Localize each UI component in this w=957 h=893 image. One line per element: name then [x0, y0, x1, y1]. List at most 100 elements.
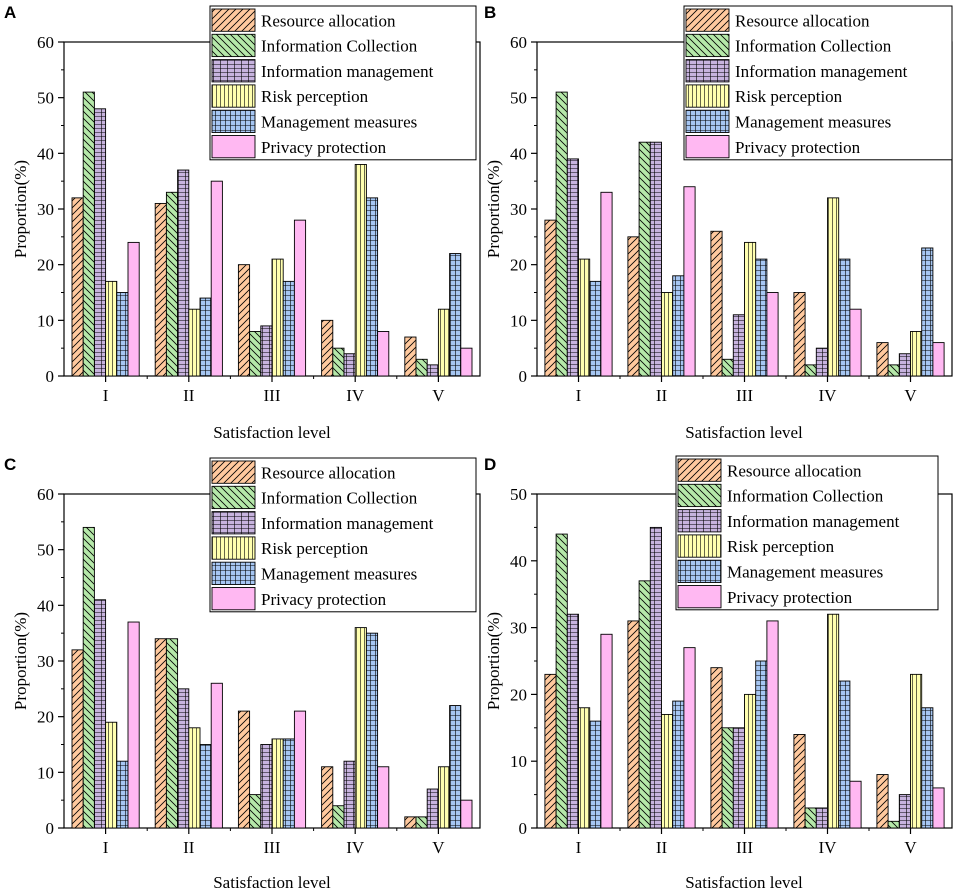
bar-information-collection-IV — [332, 805, 345, 829]
legend-label: Information management — [727, 512, 900, 531]
y-tick-label: 50 — [37, 89, 54, 108]
bar-management-measures-V — [449, 705, 462, 829]
bar-management-measures-V — [921, 247, 934, 377]
legend-label: Information management — [261, 62, 434, 81]
y-tick-label: 0 — [46, 819, 55, 838]
bar-management-measures-I — [116, 292, 129, 377]
legend-swatch-management-measures — [211, 109, 256, 133]
legend-swatch-risk-perception — [677, 534, 722, 558]
bar-privacy-protection-IV — [377, 331, 390, 377]
bar-information-collection-III — [721, 727, 734, 829]
bar-management-measures-I — [589, 280, 602, 377]
legend-swatch-risk-perception — [685, 84, 730, 108]
bar-risk-perception-IV — [354, 164, 367, 377]
legend-swatch-information-management — [685, 59, 730, 83]
bar-management-measures-III — [282, 280, 295, 377]
bar-management-measures-II — [199, 744, 212, 829]
bar-risk-perception-IV — [827, 613, 840, 829]
bar-information-management-V — [898, 794, 911, 829]
bar-privacy-protection-V — [932, 787, 945, 829]
legend-swatch-information-collection — [211, 33, 256, 58]
legend-swatch-resource-allocation — [211, 460, 256, 484]
bar-information-management-III — [732, 727, 745, 829]
x-tick-label: I — [103, 838, 109, 857]
bar-management-measures-I — [116, 760, 129, 829]
bar-risk-perception-II — [188, 727, 201, 829]
bar-information-management-V — [426, 364, 439, 377]
bar-risk-perception-V — [437, 766, 451, 829]
bar-information-collection-V — [887, 820, 900, 829]
legend-swatch-information-management — [211, 59, 256, 83]
y-tick-label: 30 — [510, 200, 527, 219]
bar-privacy-protection-II — [210, 180, 223, 377]
bar-risk-perception-II — [661, 713, 674, 829]
bar-resource-allocation-IV — [321, 319, 334, 377]
legend-label: Management measures — [261, 565, 417, 584]
legend-label: Management measures — [727, 563, 883, 582]
bar-resource-allocation-V — [404, 336, 417, 377]
y-tick-label: 60 — [37, 485, 54, 504]
bar-privacy-protection-I — [127, 621, 140, 829]
x-tick-label: IV — [819, 386, 838, 405]
bar-information-collection-III — [721, 358, 734, 377]
bar-information-collection-IV — [332, 347, 345, 377]
bar-information-management-I — [566, 613, 579, 829]
bar-information-management-II — [649, 141, 662, 377]
bar-information-management-II — [177, 169, 190, 377]
panel-label: B — [484, 3, 496, 22]
y-tick-label: 10 — [37, 763, 54, 782]
panel-d: D Proportion(%) Satisfaction level 0 10 20… — [484, 455, 953, 892]
legend-swatch-management-measures — [685, 109, 730, 133]
x-tick-label: V — [904, 386, 917, 405]
legend-swatch-management-measures — [677, 559, 722, 583]
bar-privacy-protection-II — [683, 647, 696, 829]
bar-resource-allocation-IV — [321, 766, 334, 829]
legend-label: Risk perception — [735, 87, 843, 106]
bar-privacy-protection-II — [210, 682, 223, 829]
bar-management-measures-III — [282, 738, 295, 829]
legend-label: Information Collection — [735, 37, 892, 56]
legend-label: Risk perception — [261, 87, 369, 106]
y-axis-title: Proportion(%) — [484, 160, 503, 258]
bar-information-collection-IV — [804, 364, 817, 377]
legend-swatch-risk-perception — [211, 536, 256, 560]
y-tick-label: 0 — [519, 819, 528, 838]
bar-information-management-IV — [815, 807, 828, 829]
bar-privacy-protection-I — [600, 633, 613, 829]
y-tick-label: 40 — [37, 596, 54, 615]
legend-swatch-privacy-protection — [677, 585, 722, 609]
y-tick-label: 40 — [510, 552, 527, 571]
bar-information-management-IV — [343, 760, 356, 829]
x-tick-label: III — [264, 838, 281, 857]
bar-privacy-protection-V — [932, 342, 945, 377]
y-axis-title: Proportion(%) — [11, 160, 30, 258]
y-tick-label: 50 — [37, 541, 54, 560]
legend-swatch-privacy-protection — [685, 135, 730, 159]
x-tick-label: III — [736, 386, 753, 405]
bar-risk-perception-V — [910, 331, 923, 377]
y-tick-label: 10 — [37, 311, 54, 330]
bar-information-collection-I — [82, 91, 95, 377]
legend-swatch-information-collection — [211, 485, 256, 510]
legend-label: Risk perception — [727, 537, 835, 556]
panel-label: C — [4, 455, 16, 474]
legend-swatch-information-collection — [685, 33, 730, 58]
bar-resource-allocation-II — [154, 202, 167, 377]
legend-label: Information management — [261, 514, 434, 533]
bar-information-management-II — [177, 688, 190, 829]
bar-resource-allocation-I — [544, 673, 557, 829]
bar-risk-perception-III — [744, 693, 757, 829]
bar-management-measures-IV — [365, 197, 379, 377]
bar-information-collection-V — [415, 816, 428, 829]
legend-swatch-information-collection — [677, 483, 722, 508]
bar-privacy-protection-III — [293, 710, 307, 829]
bar-resource-allocation-II — [154, 638, 167, 829]
bar-resource-allocation-V — [876, 342, 889, 377]
legend-label: Information Collection — [261, 489, 418, 508]
legend-label: Management measures — [261, 113, 417, 132]
bar-information-management-III — [260, 744, 273, 829]
bar-risk-perception-V — [910, 673, 923, 829]
